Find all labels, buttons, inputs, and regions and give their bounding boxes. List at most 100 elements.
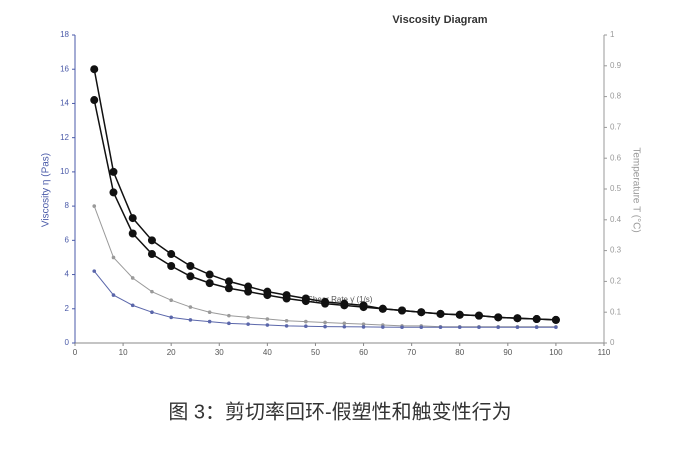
data-point xyxy=(246,322,250,326)
data-point xyxy=(496,325,501,330)
y-tick-label: 14 xyxy=(60,99,69,108)
y-tick-label: 0 xyxy=(65,338,70,347)
caption: 图 3：剪切率回环-假塑性和触变性行为 xyxy=(168,400,511,423)
data-point xyxy=(301,297,310,306)
y2-tick-label: 0.5 xyxy=(610,184,622,193)
data-point xyxy=(417,308,426,317)
data-point xyxy=(323,320,327,325)
data-point xyxy=(207,310,212,315)
data-point xyxy=(169,298,173,303)
data-point xyxy=(400,325,404,330)
data-point xyxy=(224,277,233,286)
data-point xyxy=(188,305,193,309)
data-point xyxy=(147,236,156,245)
y2-tick-label: 0.9 xyxy=(610,61,622,70)
x-axis-label: Shear Rate γ̇ (1/s) xyxy=(308,295,373,304)
x-tick-label: 80 xyxy=(455,348,464,357)
data-point xyxy=(342,321,347,326)
data-point xyxy=(494,313,503,322)
y-tick-label: 10 xyxy=(60,167,69,176)
data-point xyxy=(227,313,231,318)
series-line xyxy=(93,99,556,321)
data-point xyxy=(265,317,270,321)
y2-tick-label: 0 xyxy=(610,338,615,347)
data-point xyxy=(321,299,330,308)
data-point xyxy=(361,325,366,329)
x-tick-label: 0 xyxy=(73,348,78,357)
data-point xyxy=(90,65,99,74)
data-point xyxy=(340,301,349,310)
x-tick-label: 40 xyxy=(263,348,272,357)
data-point xyxy=(167,262,176,270)
data-point xyxy=(474,311,483,320)
data-point xyxy=(207,319,212,324)
data-point xyxy=(244,287,253,296)
data-point xyxy=(361,322,366,326)
series-line xyxy=(93,69,556,321)
data-point xyxy=(130,303,135,308)
y2-tick-label: 0.4 xyxy=(610,215,622,224)
data-point xyxy=(246,315,250,320)
x-tick-label: 100 xyxy=(549,348,563,357)
chart-title: Viscosity Diagram xyxy=(392,14,487,26)
data-point xyxy=(188,318,193,322)
data-point xyxy=(457,325,462,330)
data-point xyxy=(150,310,154,315)
data-point xyxy=(263,291,272,300)
data-point xyxy=(130,276,135,280)
x-tick-label: 110 xyxy=(598,348,611,357)
data-point xyxy=(205,270,214,279)
data-point xyxy=(147,250,156,259)
y-tick-label: 4 xyxy=(65,270,70,279)
data-point xyxy=(551,315,560,324)
y2-axis-label: Temperature T (°C) xyxy=(630,147,641,232)
data-point xyxy=(532,315,541,324)
y-tick-label: 6 xyxy=(65,235,70,244)
data-point xyxy=(513,314,522,323)
data-point xyxy=(169,315,173,320)
y2-tick-label: 0.3 xyxy=(610,246,622,255)
data-point xyxy=(378,304,387,313)
data-point xyxy=(477,325,481,330)
data-point xyxy=(109,167,118,176)
data-point xyxy=(554,325,558,330)
data-point xyxy=(398,306,407,315)
data-point xyxy=(227,321,231,326)
data-point xyxy=(92,269,97,273)
y-tick-label: 18 xyxy=(60,30,69,39)
data-point xyxy=(438,325,443,330)
data-point xyxy=(380,325,385,329)
x-tick-label: 10 xyxy=(119,348,128,357)
data-point xyxy=(265,323,270,327)
y2-tick-label: 0.8 xyxy=(610,92,622,101)
data-point xyxy=(304,319,308,324)
data-point xyxy=(109,188,118,197)
data-point xyxy=(92,204,97,208)
data-point xyxy=(90,96,99,105)
data-point xyxy=(224,284,233,293)
y2-tick-label: 0.1 xyxy=(610,307,622,316)
data-point xyxy=(128,229,137,238)
data-point xyxy=(167,250,176,259)
x-tick-label: 60 xyxy=(359,348,368,357)
data-point xyxy=(342,324,347,329)
data-point xyxy=(282,294,291,303)
data-point xyxy=(284,318,289,323)
data-point xyxy=(534,325,539,330)
data-point xyxy=(304,324,308,329)
data-point xyxy=(359,303,368,312)
x-tick-label: 70 xyxy=(407,348,416,357)
data-point xyxy=(419,325,424,330)
data-point xyxy=(111,293,116,297)
data-point xyxy=(186,272,195,281)
data-point xyxy=(150,289,154,294)
x-tick-label: 90 xyxy=(503,348,512,357)
y2-tick-label: 0.2 xyxy=(610,277,622,286)
y-tick-label: 12 xyxy=(60,133,69,142)
data-point xyxy=(436,309,445,318)
y2-tick-label: 0.7 xyxy=(610,123,622,132)
data-point xyxy=(515,325,520,330)
data-point xyxy=(128,214,137,223)
data-point xyxy=(455,310,464,319)
